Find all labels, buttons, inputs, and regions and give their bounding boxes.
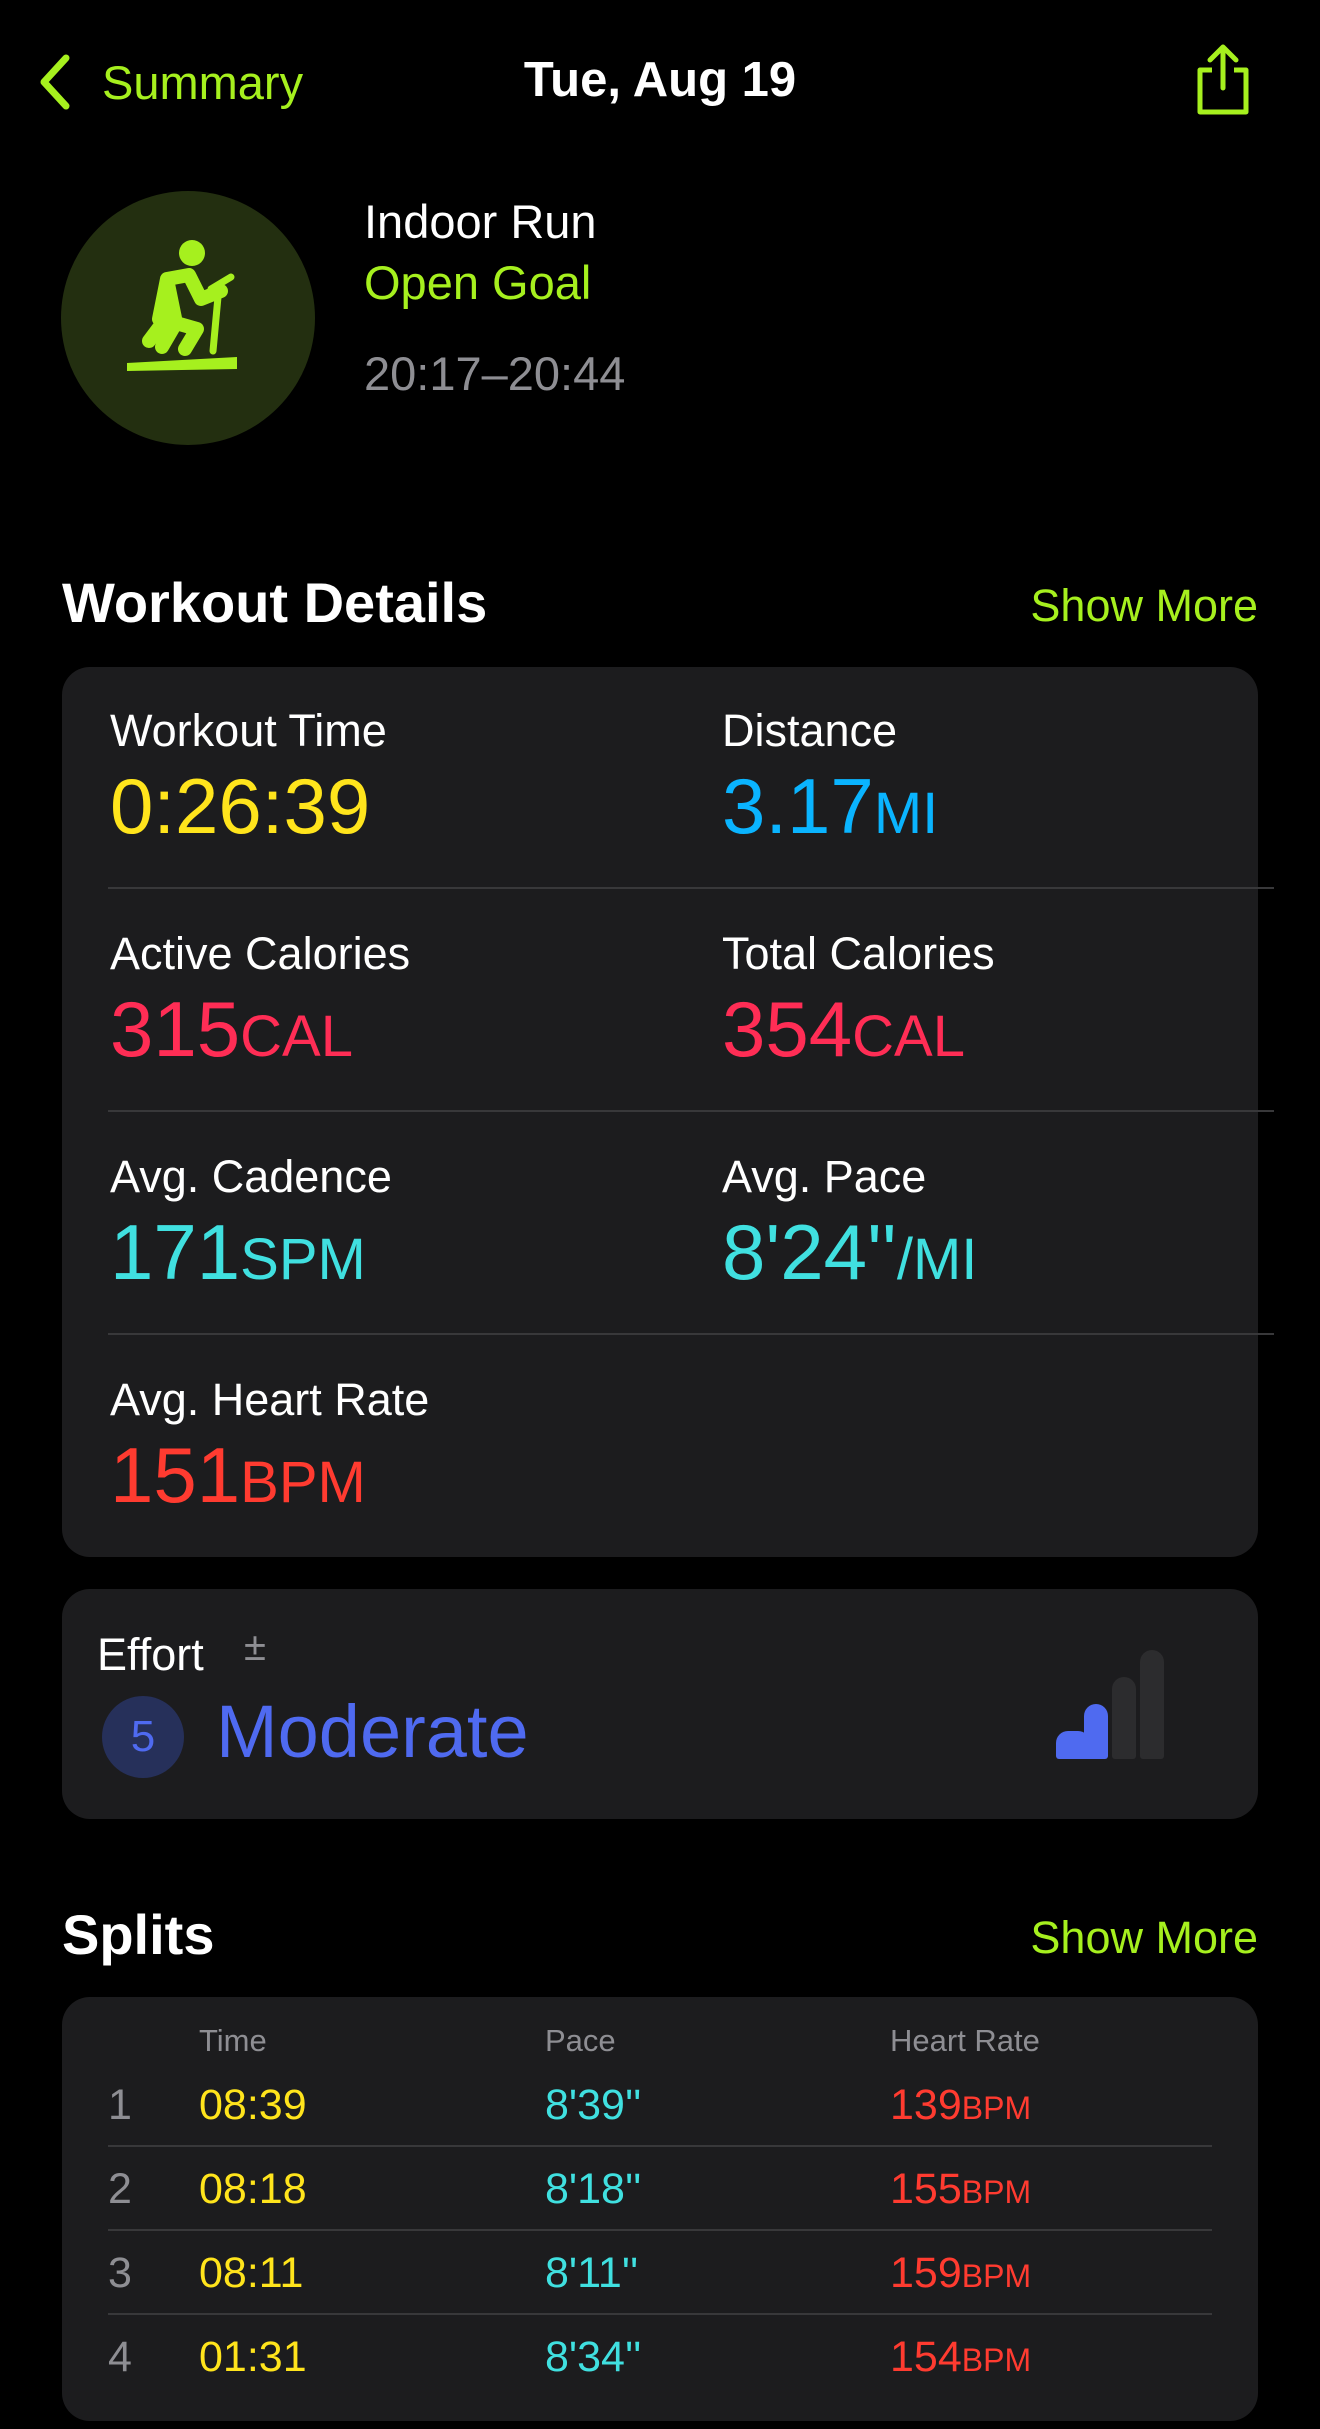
divider — [108, 1110, 1274, 1112]
split-time: 08:18 — [199, 2165, 307, 2213]
avg-cadence-label: Avg. Cadence — [110, 1151, 392, 1202]
split-time: 08:11 — [199, 2249, 304, 2297]
effort-level-bars — [1056, 1649, 1196, 1759]
active-calories-unit: CAL — [240, 1004, 353, 1069]
split-pace: 8'34'' — [545, 2333, 642, 2381]
page-title: Tue, Aug 19 — [523, 53, 797, 107]
workout-details-title: Workout Details — [62, 571, 488, 634]
active-calories-number: 315 — [110, 985, 241, 1073]
back-button[interactable]: Summary — [36, 52, 303, 112]
effort-card[interactable]: Effort ± 5 Moderate — [62, 1589, 1258, 1819]
effort-bar — [1112, 1677, 1136, 1759]
avg-cadence-unit: SPM — [240, 1227, 366, 1292]
split-heart-rate: 159BPM — [890, 2249, 1031, 2298]
split-number: 4 — [108, 2333, 132, 2381]
distance-number: 3.17 — [722, 762, 874, 850]
splits-header-time: Time — [199, 2023, 267, 2058]
split-row: 2 08:18 8'18'' 155BPM — [62, 2147, 1258, 2231]
split-pace: 8'11'' — [545, 2249, 639, 2297]
split-row: 4 01:31 8'34'' 154BPM — [62, 2315, 1258, 2399]
details-show-more-link[interactable]: Show More — [1030, 580, 1258, 631]
treadmill-runner-icon — [127, 240, 237, 371]
splits-header-pace: Pace — [545, 2023, 616, 2058]
effort-adjust-icon[interactable]: ± — [244, 1625, 266, 1669]
avg-pace-value: 8'24''/MI — [722, 1207, 977, 1298]
workout-name: Indoor Run — [364, 195, 597, 248]
split-hr-value: 155 — [890, 2165, 962, 2213]
split-heart-rate: 155BPM — [890, 2165, 1031, 2214]
split-number: 1 — [108, 2081, 132, 2129]
workout-icon-circle — [61, 191, 315, 445]
split-row: 1 08:39 8'39'' 139BPM — [62, 2063, 1258, 2147]
effort-score-badge: 5 — [102, 1696, 184, 1778]
distance-label: Distance — [722, 705, 898, 756]
split-pace: 8'18'' — [545, 2165, 642, 2213]
share-icon[interactable] — [1192, 42, 1254, 118]
split-number: 2 — [108, 2165, 132, 2213]
avg-cadence-value: 171SPM — [110, 1207, 366, 1298]
effort-bar — [1140, 1650, 1164, 1759]
avg-pace-unit: /MI — [896, 1227, 978, 1292]
splits-card: Time Pace Heart Rate 1 08:39 8'39'' 139B… — [62, 1997, 1258, 2421]
splits-header-heart-rate: Heart Rate — [890, 2023, 1040, 2058]
split-hr-unit: BPM — [961, 2258, 1032, 2294]
split-hr-value: 139 — [890, 2081, 962, 2129]
effort-level: Moderate — [216, 1690, 529, 1773]
workout-goal: Open Goal — [364, 256, 592, 309]
distance-value: 3.17MI — [722, 761, 938, 852]
avg-pace-label: Avg. Pace — [722, 1151, 927, 1202]
avg-heart-rate-unit: BPM — [240, 1450, 366, 1515]
effort-label: Effort — [97, 1629, 204, 1680]
total-calories-number: 354 — [722, 985, 853, 1073]
splits-title: Splits — [62, 1903, 215, 1966]
total-calories-value: 354CAL — [722, 984, 965, 1075]
split-heart-rate: 154BPM — [890, 2333, 1031, 2382]
split-heart-rate: 139BPM — [890, 2081, 1031, 2130]
workout-time-range: 20:17–20:44 — [364, 347, 626, 400]
avg-heart-rate-value: 151BPM — [110, 1430, 366, 1521]
active-calories-value: 315CAL — [110, 984, 353, 1075]
divider — [108, 2229, 1212, 2231]
total-calories-unit: CAL — [852, 1004, 965, 1069]
split-number: 3 — [108, 2249, 132, 2297]
divider — [108, 2313, 1212, 2315]
workout-time-value: 0:26:39 — [110, 761, 370, 852]
split-pace: 8'39'' — [545, 2081, 642, 2129]
avg-heart-rate-number: 151 — [110, 1431, 241, 1519]
avg-heart-rate-label: Avg. Heart Rate — [110, 1374, 430, 1425]
split-hr-value: 159 — [890, 2249, 962, 2297]
divider — [108, 1333, 1274, 1335]
workout-time-label: Workout Time — [110, 705, 387, 756]
splits-show-more-link[interactable]: Show More — [1030, 1912, 1258, 1963]
workout-time-number: 0:26:39 — [110, 762, 371, 850]
split-row: 3 08:11 8'11'' 159BPM — [62, 2231, 1258, 2315]
avg-pace-number: 8'24'' — [722, 1208, 897, 1296]
split-hr-unit: BPM — [961, 2342, 1032, 2378]
split-hr-unit: BPM — [961, 2090, 1032, 2126]
avg-cadence-number: 171 — [110, 1208, 241, 1296]
split-hr-unit: BPM — [961, 2174, 1032, 2210]
back-label: Summary — [102, 55, 304, 109]
distance-unit: MI — [873, 781, 939, 846]
split-hr-value: 154 — [890, 2333, 962, 2381]
effort-bar — [1084, 1704, 1108, 1759]
effort-score: 5 — [130, 1712, 156, 1761]
divider — [108, 2145, 1212, 2147]
workout-details-card: Workout Time 0:26:39 Distance 3.17MI Activ… — [62, 667, 1274, 1557]
chevron-left-icon — [40, 54, 70, 110]
split-time: 01:31 — [199, 2333, 307, 2381]
active-calories-label: Active Calories — [110, 928, 411, 979]
divider — [108, 887, 1274, 889]
total-calories-label: Total Calories — [722, 928, 995, 979]
split-time: 08:39 — [199, 2081, 307, 2129]
